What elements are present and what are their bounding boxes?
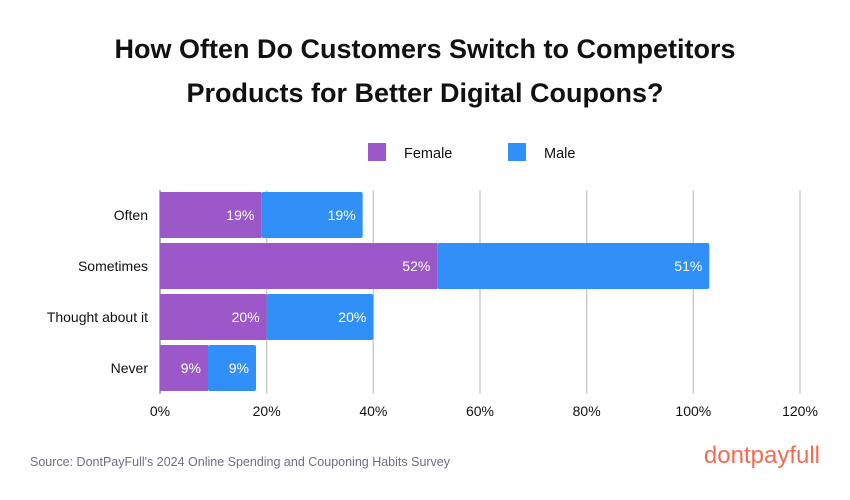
y-category-label: Thought about it	[47, 309, 148, 325]
bar-female	[160, 192, 262, 238]
data-label: 9%	[229, 360, 249, 376]
x-tick-label: 80%	[573, 403, 601, 419]
x-tick-label: 0%	[150, 403, 170, 419]
data-label: 52%	[402, 258, 430, 274]
data-label: 20%	[338, 309, 366, 325]
legend-swatch-female	[368, 143, 386, 161]
y-category-label: Sometimes	[78, 258, 148, 274]
x-tick-label: 40%	[359, 403, 387, 419]
chart-title-line-2: Products for Better Digital Coupons?	[186, 78, 663, 108]
bar-female	[160, 294, 267, 340]
data-label: 51%	[674, 258, 702, 274]
x-tick-label: 100%	[675, 403, 711, 419]
x-tick-label: 120%	[782, 403, 818, 419]
legend-label-male: Male	[544, 146, 575, 162]
data-label: 20%	[232, 309, 260, 325]
data-label: 19%	[226, 207, 254, 223]
bar-male	[266, 294, 374, 340]
y-category-label: Often	[114, 207, 148, 223]
chart-title-line-1: How Often Do Customers Switch to Competi…	[114, 34, 735, 64]
bar-male	[208, 345, 256, 391]
legend-swatch-male	[508, 143, 526, 161]
data-label: 19%	[328, 207, 356, 223]
bar-male	[261, 192, 363, 238]
bar-female	[160, 243, 438, 289]
bar-male	[437, 243, 710, 289]
y-category-label: Never	[111, 360, 149, 376]
x-tick-label: 20%	[253, 403, 281, 419]
x-tick-label: 60%	[466, 403, 494, 419]
legend-label-female: Female	[404, 146, 452, 162]
data-label: 9%	[181, 360, 201, 376]
source-note: Source: DontPayFull's 2024 Online Spendi…	[30, 455, 451, 469]
dontpayfull-logo: dontpayfull	[704, 442, 820, 469]
bar-female	[160, 345, 208, 391]
